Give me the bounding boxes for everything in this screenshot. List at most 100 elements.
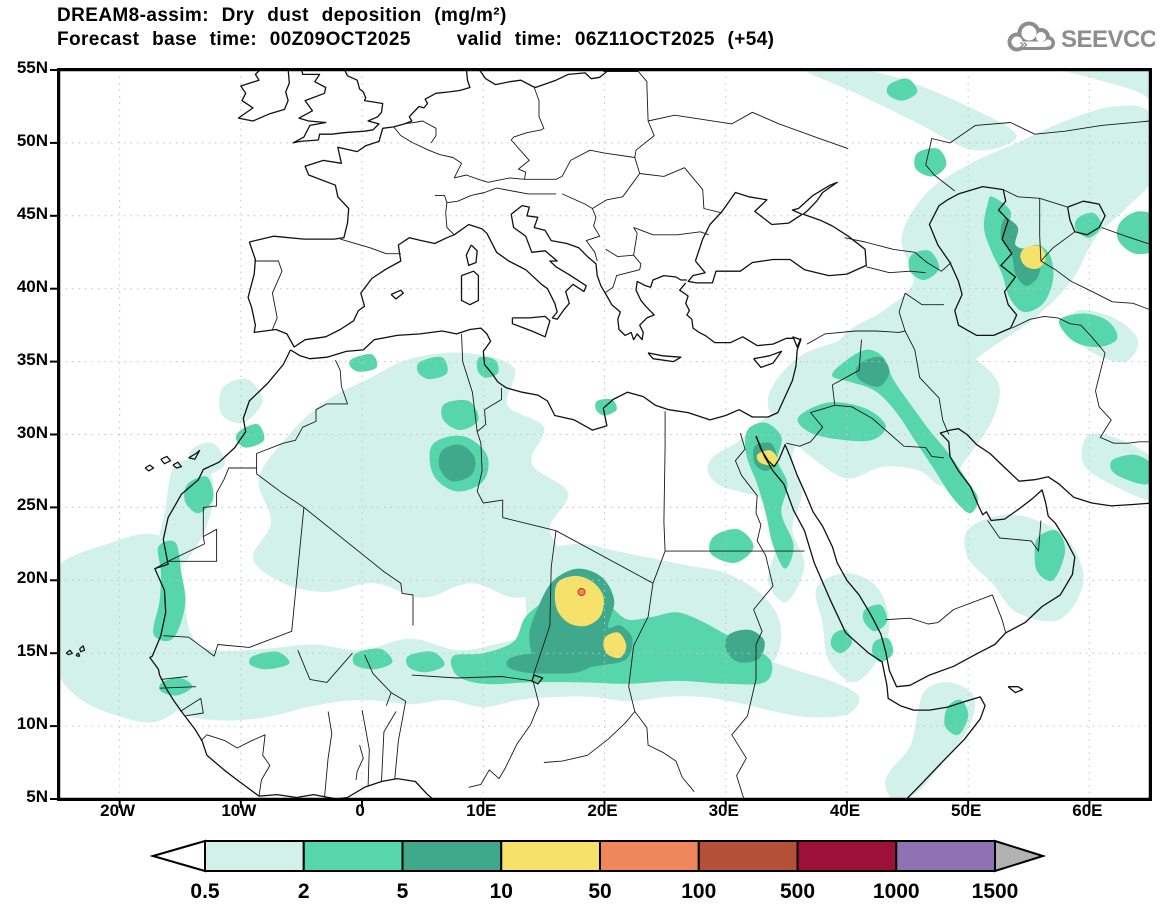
lat-tick-label-50N: 50N <box>16 130 48 150</box>
border-line <box>731 432 774 799</box>
border-line <box>831 384 944 459</box>
colorbar-below-arrow <box>149 839 206 873</box>
border-line <box>446 187 556 204</box>
border-line <box>585 208 601 262</box>
dust-region <box>603 632 627 659</box>
coastline <box>478 70 612 89</box>
border-line <box>200 734 271 797</box>
border-line <box>634 711 695 792</box>
dust-region <box>438 444 476 482</box>
border-line <box>904 330 950 435</box>
border-line <box>454 174 563 183</box>
dust-region <box>416 356 448 380</box>
colorbar-segment-100 <box>697 840 799 872</box>
dust-region <box>756 450 778 466</box>
lon-tick-label-10E: 10E <box>466 801 497 820</box>
lat-tick-label-45N: 45N <box>16 203 48 223</box>
lon-tick-label-20E: 20E <box>587 801 618 820</box>
border-line <box>154 467 257 569</box>
colorbar-above-arrow <box>994 839 1047 873</box>
border-line <box>361 710 370 786</box>
dust-level-0.5-2 <box>59 70 1150 799</box>
lon-tick-label-50E: 50E <box>951 801 982 820</box>
border-line <box>652 550 666 584</box>
border-line <box>445 202 455 236</box>
lat-tick-label-15N: 15N <box>16 641 48 661</box>
border-line <box>806 292 906 345</box>
border-line <box>634 120 655 158</box>
dust-region <box>830 629 852 654</box>
coastline <box>172 461 183 469</box>
coastline <box>65 649 73 656</box>
graticule <box>59 70 1150 799</box>
colorbar-level-label-10: 10 <box>490 880 513 903</box>
valid-time: valid time: 06Z11OCT2025 (+54) <box>456 29 775 50</box>
border-line <box>256 359 348 474</box>
border-line <box>381 711 397 782</box>
lon-tick-label-10W: 10W <box>221 801 257 820</box>
coastline <box>144 464 155 472</box>
country-borders <box>154 71 1150 799</box>
lat-tick-label-5N: 5N <box>26 787 48 806</box>
border-line <box>885 594 993 625</box>
lat-tick-label-35N: 35N <box>16 349 48 369</box>
border-line <box>832 339 862 386</box>
colorbar-level-label-50: 50 <box>588 880 611 903</box>
border-line <box>663 411 666 552</box>
coastline <box>247 234 455 348</box>
colorbar-canvas: 0.5 2 5 10 50 100 500 1000 1500 <box>149 839 1047 903</box>
figure-titles: DREAM8-assim: Dry dust deposition (mg/m²… <box>57 4 774 52</box>
dust-region <box>595 398 617 416</box>
dust-region <box>1110 454 1150 485</box>
coastline <box>75 652 81 657</box>
coastline <box>755 428 1150 688</box>
border-line <box>987 520 1042 552</box>
coastline <box>1007 686 1024 694</box>
lon-tick-label-30E: 30E <box>708 801 739 820</box>
border-line <box>844 237 952 272</box>
lon-tick-label-0: 0 <box>355 801 365 820</box>
border-line <box>476 387 504 518</box>
border-line <box>633 227 709 236</box>
border-line <box>461 333 478 432</box>
page-title: DREAM8-assim: Dry dust deposition (mg/m²… <box>57 5 507 26</box>
border-line <box>532 530 557 677</box>
border-line <box>403 120 437 144</box>
map-layers <box>59 70 1150 799</box>
coastline <box>511 315 551 338</box>
border-line <box>925 120 1150 192</box>
dust-region <box>1058 70 1150 101</box>
dust-region <box>964 514 1084 622</box>
colorbar: 0.5 2 5 10 50 100 500 1000 1500 <box>57 836 1148 906</box>
border-line <box>510 87 545 180</box>
logo-text: SEEVCCC <box>1061 26 1155 53</box>
border-line <box>1040 231 1076 262</box>
border-line <box>159 686 197 689</box>
dust-region <box>1000 218 1041 286</box>
lat-tick-label-20N: 20N <box>16 568 48 588</box>
border-line <box>991 594 1007 633</box>
border-line <box>393 126 462 179</box>
colorbar-segment-0.5 <box>204 840 305 872</box>
dust-region <box>1116 211 1150 255</box>
coastline <box>679 282 802 348</box>
border-line <box>355 744 364 781</box>
dust-region <box>235 423 265 448</box>
border-line <box>561 157 641 209</box>
lon-tick-label-60E: 60E <box>1072 801 1103 820</box>
colorbar-level-label-1500: 1500 <box>972 880 1019 903</box>
lon-tick-label-40E: 40E <box>829 801 861 820</box>
map-frame <box>50 68 1152 808</box>
dust-region <box>1034 530 1066 582</box>
border-line <box>628 583 654 687</box>
dust-region <box>832 349 978 514</box>
colorbar-level-label-0.5: 0.5 <box>190 880 220 903</box>
colorbar-segment-50 <box>599 840 700 872</box>
coastline <box>647 352 682 363</box>
border-line <box>364 654 392 693</box>
coastline <box>188 449 201 460</box>
colorbar-segment-2 <box>302 840 404 872</box>
lat-tick-label-30N: 30N <box>16 422 48 442</box>
dust-hotspot-dot <box>577 588 586 596</box>
